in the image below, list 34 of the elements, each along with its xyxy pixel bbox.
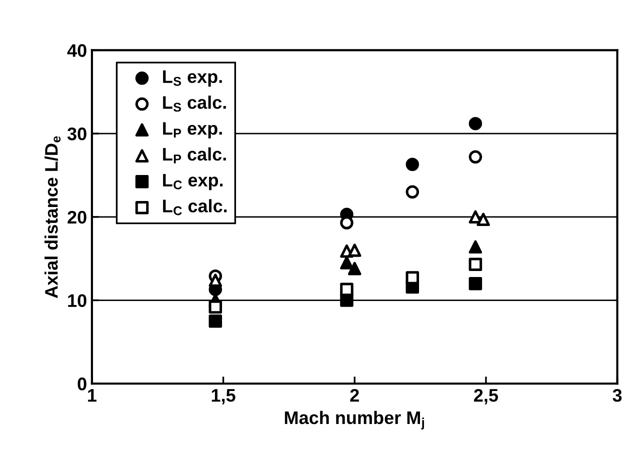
x-axis-title: Mach number M$_{j}$	[284, 410, 424, 430]
y-tick-label: 30	[67, 128, 86, 140]
point	[406, 185, 420, 199]
point	[476, 212, 490, 226]
legend-label: L$_{C}$ calc.	[163, 199, 227, 216]
point	[468, 240, 482, 254]
y-tick-label: 0	[78, 378, 86, 390]
legend-label: L$_{P}$ calc.	[163, 147, 226, 164]
point	[406, 158, 420, 172]
point	[348, 262, 362, 276]
point	[468, 150, 482, 164]
point	[208, 300, 222, 314]
y-axis-title: Axial distance L/D$_{e}$	[44, 136, 61, 298]
legend-label: L$_{C}$ exp.	[163, 174, 223, 190]
point	[208, 274, 222, 287]
y-tick-label: 20	[68, 210, 86, 224]
x-tick-label: 2,5	[474, 388, 498, 404]
legend-label: L$_{S}$ calc.	[163, 96, 226, 112]
point	[340, 282, 354, 296]
x-tick-label: 3	[612, 388, 622, 402]
legend-label: L$_{P}$ exp.	[163, 122, 222, 138]
point	[468, 276, 482, 290]
y-tick-label: 10	[68, 294, 86, 307]
x-tick-label: 1	[88, 389, 96, 402]
y-tick-label: 40	[67, 44, 86, 57]
point	[348, 244, 362, 257]
point	[406, 271, 420, 284]
x-tick-label: 2	[350, 388, 359, 402]
point	[468, 258, 482, 272]
point	[340, 256, 354, 270]
x-tick-label: 1,5	[212, 389, 236, 404]
legend-label: L$_{S}$ exp.	[163, 70, 222, 87]
point	[468, 116, 482, 130]
point	[208, 314, 222, 328]
